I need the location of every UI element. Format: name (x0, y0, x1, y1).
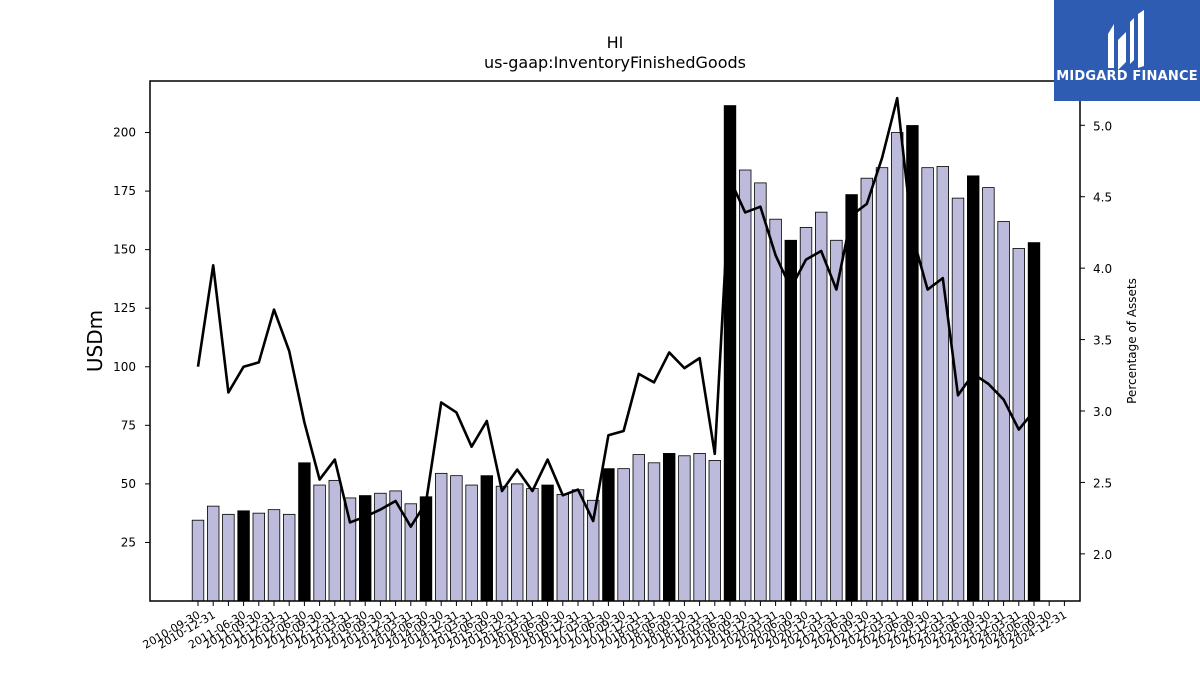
y2-axis-label: Percentage of Assets (1125, 278, 1139, 404)
bar (541, 484, 554, 602)
bar (343, 497, 357, 602)
y2-tick-label: 4.0 (1093, 262, 1112, 276)
bar (1027, 242, 1041, 602)
bar (480, 475, 494, 602)
bar (222, 513, 235, 602)
midgard-finance-logo: MIDGARD FINANCE (1054, 0, 1200, 101)
bar (799, 226, 813, 602)
bar (191, 519, 205, 602)
y2-tick-label: 4.5 (1093, 191, 1112, 205)
bar (815, 211, 828, 602)
bar (860, 177, 874, 602)
bar (313, 484, 326, 602)
y-tick-label: 25 (121, 535, 136, 549)
bar (617, 468, 630, 602)
percentage-line (196, 96, 1036, 529)
bar (875, 167, 889, 602)
bar (891, 132, 904, 602)
y-tick-label: 150 (113, 243, 136, 257)
bar (739, 169, 752, 602)
bar (678, 455, 691, 602)
bar (602, 468, 615, 602)
bar (647, 462, 661, 602)
y-axis-label: USDm (83, 310, 107, 372)
bar (526, 488, 539, 602)
bar (830, 239, 843, 602)
bar (784, 239, 798, 602)
bar (450, 475, 463, 602)
bar-series (191, 105, 1041, 602)
bar (921, 167, 934, 602)
chart-subtitle: us-gaap:InventoryFinishedGoods (484, 53, 746, 72)
y2-tick-label: 2.5 (1093, 476, 1112, 490)
bar (982, 187, 995, 602)
bar (434, 472, 448, 602)
bar (510, 483, 524, 602)
bar (571, 489, 585, 602)
bar (495, 485, 509, 602)
y-tick-label: 175 (113, 184, 136, 198)
bar (951, 197, 965, 602)
bar (936, 166, 950, 602)
bar (754, 182, 767, 602)
logo-mark-icon (1108, 10, 1144, 70)
bar (769, 218, 782, 602)
bar (967, 175, 980, 602)
bar (282, 513, 296, 602)
y-tick-label: 50 (121, 477, 136, 491)
bar (465, 484, 478, 602)
y2-tick-label: 2.0 (1093, 548, 1112, 562)
y-tick-label: 200 (113, 126, 136, 140)
bar (693, 453, 706, 602)
bar (267, 509, 281, 602)
bar (419, 496, 433, 602)
bar (632, 454, 646, 602)
y2-tick-label: 3.0 (1093, 405, 1112, 419)
plot-frame (149, 80, 1081, 602)
bar (252, 512, 266, 602)
chart-title: HI (607, 33, 624, 52)
y-tick-label: 100 (113, 360, 136, 374)
bar (556, 494, 570, 602)
y2-tick-label: 5.0 (1093, 119, 1112, 133)
x-axis: 2010-09-302010-12-312011-06-302011-09-30… (141, 601, 1069, 652)
bar (328, 479, 342, 602)
bar (663, 453, 676, 602)
bar (708, 460, 722, 602)
bar (206, 505, 220, 602)
logo-text: MIDGARD FINANCE (1056, 69, 1198, 84)
y2-tick-label: 3.5 (1093, 334, 1112, 348)
bar (237, 510, 250, 602)
bar (845, 194, 858, 602)
bar (997, 221, 1010, 602)
y-tick-label: 75 (121, 418, 136, 432)
line-series (196, 96, 1036, 529)
bar (358, 495, 372, 602)
bar (298, 462, 311, 602)
y-axis-left: 25 50 75 100 125 150 175 200 (113, 126, 150, 549)
y-axis-right: 2.0 2.5 3.0 3.5 4.0 4.5 5.0 (1080, 119, 1112, 562)
y-tick-label: 125 (113, 301, 136, 315)
